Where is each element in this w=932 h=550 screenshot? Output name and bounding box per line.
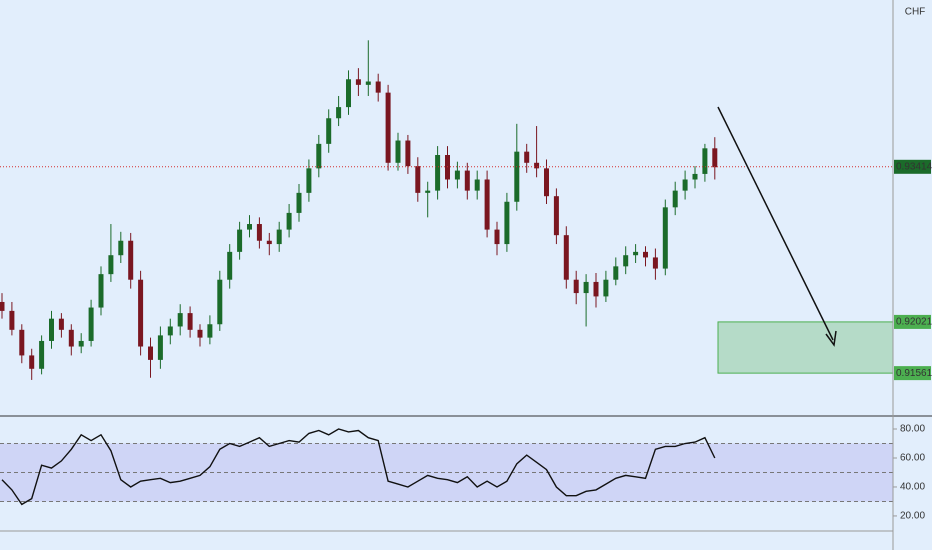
candle-body — [227, 251, 233, 280]
candle-body — [276, 229, 282, 245]
currency-label: CHF — [905, 7, 926, 18]
candle-body — [365, 81, 371, 85]
last-price-label: 0.93414 — [896, 161, 932, 172]
candle-body — [128, 240, 134, 280]
candle-body — [553, 196, 559, 236]
target-zone — [717, 321, 894, 374]
candle-body — [49, 318, 54, 341]
candle-body — [692, 173, 698, 180]
candle-body — [534, 162, 540, 169]
candle-body — [148, 346, 153, 360]
rsi-tick-label: 80.00 — [900, 424, 925, 435]
candle-body — [217, 279, 223, 325]
candle-body — [9, 310, 15, 330]
candle-body — [395, 140, 401, 163]
candle-body — [88, 307, 94, 341]
candle-body — [454, 170, 460, 180]
candle-body — [603, 279, 609, 297]
candle-body — [375, 81, 381, 93]
candle-body — [39, 340, 45, 369]
rsi-tick-label: 40.00 — [900, 482, 925, 493]
candle-body — [415, 166, 421, 193]
candle-body — [712, 148, 718, 168]
candle-body — [58, 318, 64, 330]
candle-body — [633, 251, 639, 256]
candle-body — [237, 229, 243, 252]
candle-body — [108, 255, 114, 275]
candle-body — [464, 170, 470, 191]
candle-body — [613, 266, 619, 280]
candle-body — [167, 326, 173, 336]
candle-body — [494, 229, 500, 245]
candle-body — [0, 301, 5, 311]
candle-body — [177, 313, 183, 327]
rsi-tick-label: 60.00 — [900, 453, 925, 464]
arrow-line — [717, 106, 834, 341]
forecast-arrow — [717, 106, 837, 347]
candle-body — [326, 118, 332, 144]
plot — [0, 40, 894, 506]
candle-body — [138, 279, 144, 347]
candle-body — [19, 329, 25, 356]
candle-body — [306, 168, 312, 193]
candle-body — [197, 329, 203, 338]
candle-body — [435, 154, 441, 191]
candle-body — [672, 190, 678, 208]
candle-body — [346, 79, 351, 108]
candle-body — [118, 240, 124, 256]
candle-body — [514, 151, 520, 202]
candle-body — [78, 340, 84, 347]
candle-body — [544, 168, 549, 197]
rsi-tick-label: 20.00 — [900, 511, 925, 522]
candle-body — [247, 224, 252, 230]
candle-body — [266, 240, 272, 245]
candle-body — [336, 107, 342, 119]
candle-body — [207, 324, 213, 338]
candle-body — [157, 335, 163, 360]
candle-body — [573, 279, 579, 294]
candle-body — [504, 201, 510, 245]
candle-body — [256, 224, 262, 241]
candle-body — [652, 257, 658, 269]
arrow-head — [825, 330, 837, 347]
candle-body — [682, 179, 688, 191]
candle-body — [484, 179, 490, 230]
last-price-bg — [894, 159, 931, 174]
candle-body — [583, 281, 589, 294]
candle-body — [355, 79, 361, 85]
candle-body — [623, 255, 629, 267]
candle-body — [316, 143, 322, 169]
candle-body — [385, 92, 391, 163]
candle-body — [187, 313, 193, 330]
candle-body — [286, 212, 292, 230]
zone-label-bg — [894, 314, 931, 329]
candle-body — [563, 235, 569, 280]
candle-body — [702, 148, 708, 174]
candle-body — [643, 251, 648, 258]
candle-body — [405, 140, 411, 167]
candle-body — [662, 207, 668, 269]
candle-body — [98, 274, 104, 308]
rsi-line — [1, 428, 716, 506]
axes: 0.92021 0.91561 0.93414 20.00 40.00 60.00 80.0… — [893, 159, 932, 522]
candle-body — [524, 151, 530, 163]
zone-label: 0.91561 — [896, 368, 932, 379]
zone-label-bg — [894, 366, 931, 381]
candle-body — [474, 179, 480, 191]
zone-label: 0.92021 — [896, 317, 932, 328]
candle-body — [296, 192, 302, 213]
candle-body — [29, 355, 35, 369]
candle-body — [593, 281, 599, 297]
candle-body — [68, 329, 74, 347]
candle-body — [425, 190, 431, 193]
